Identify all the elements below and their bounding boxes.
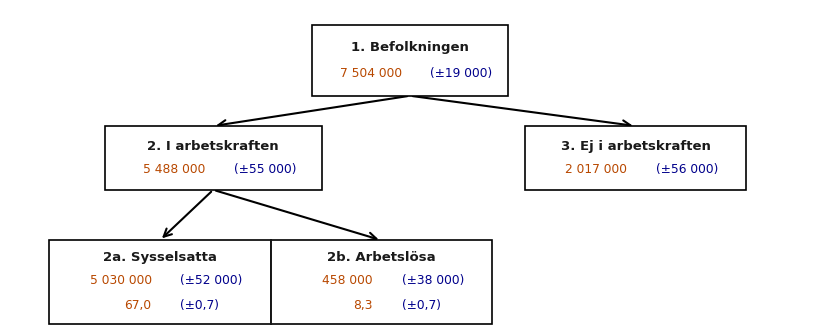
Text: (±38 000): (±38 000) — [401, 274, 464, 287]
FancyBboxPatch shape — [311, 25, 508, 96]
Text: (±19 000): (±19 000) — [430, 67, 492, 80]
Text: (±0,7): (±0,7) — [180, 299, 219, 312]
Text: (±56 000): (±56 000) — [655, 163, 717, 176]
Text: 8,3: 8,3 — [353, 299, 373, 312]
Text: 5 030 000: 5 030 000 — [89, 274, 152, 287]
FancyBboxPatch shape — [524, 126, 745, 190]
Text: 3. Ej i arbetskraften: 3. Ej i arbetskraften — [560, 140, 709, 153]
FancyBboxPatch shape — [270, 240, 491, 324]
Text: 7 504 000: 7 504 000 — [339, 67, 401, 80]
FancyBboxPatch shape — [105, 126, 321, 190]
Text: 1. Befolkningen: 1. Befolkningen — [351, 41, 468, 54]
Text: 2a. Sysselsatta: 2a. Sysselsatta — [103, 251, 216, 263]
Text: 2b. Arbetslösa: 2b. Arbetslösa — [327, 251, 435, 263]
Text: 2. I arbetskraften: 2. I arbetskraften — [147, 140, 278, 153]
Text: 67,0: 67,0 — [124, 299, 152, 312]
Text: (±0,7): (±0,7) — [401, 299, 441, 312]
Text: 458 000: 458 000 — [322, 274, 373, 287]
Text: 5 488 000: 5 488 000 — [143, 163, 205, 176]
Text: 2 017 000: 2 017 000 — [564, 163, 627, 176]
Text: (±55 000): (±55 000) — [233, 163, 296, 176]
FancyBboxPatch shape — [49, 240, 270, 324]
Text: (±52 000): (±52 000) — [180, 274, 242, 287]
